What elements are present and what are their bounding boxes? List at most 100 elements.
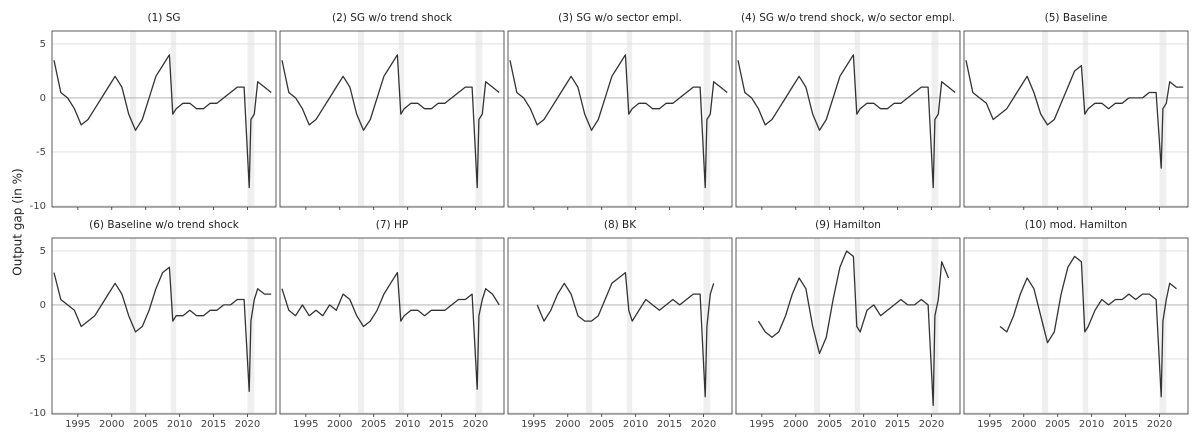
series-line	[281, 271, 500, 390]
x-tick-label: 1995	[977, 419, 1002, 430]
shaded-period	[814, 238, 821, 414]
panel-frame	[279, 30, 505, 208]
panel-frame	[51, 237, 277, 415]
panel: (2) SG w/o trend shock	[279, 12, 505, 210]
panel-frame	[963, 237, 1189, 415]
shaded-period	[358, 31, 365, 207]
panel: (9) Hamilton 1995 2000 2005 2010 2015 2020	[735, 219, 961, 430]
shaded-period	[358, 238, 365, 414]
series-line	[509, 54, 728, 189]
x-tick-label: 1995	[749, 419, 774, 430]
y-tick-label: 5	[40, 246, 46, 257]
panel-title: (5) Baseline	[1045, 12, 1108, 24]
panel-title: (7) HP	[376, 219, 408, 231]
y-tick-label: -10	[30, 201, 46, 212]
x-tick-label: 2015	[885, 419, 910, 430]
shaded-period	[586, 238, 593, 414]
x-tick-label: 2005	[361, 419, 386, 430]
x-tick-label: 2015	[201, 419, 226, 430]
x-tick-label: 2010	[167, 419, 192, 430]
shaded-period	[398, 238, 405, 414]
panel-frame	[963, 30, 1189, 208]
plot-area	[53, 54, 272, 189]
x-tick-label: 1995	[65, 419, 90, 430]
series-line	[53, 266, 272, 392]
x-tick-label: 1995	[521, 419, 546, 430]
y-tick-label: -5	[36, 147, 46, 158]
x-tick-label: 2000	[783, 419, 808, 430]
plot-area	[536, 271, 715, 398]
x-tick-label: 1995	[293, 419, 318, 430]
panel: (3) SG w/o sector empl.	[507, 12, 733, 210]
panel: (6) Baseline w/o trend shock -10 -5 0 5 1995 2…	[30, 219, 277, 430]
x-tick-label: 2000	[327, 419, 352, 430]
plot-area	[281, 54, 500, 189]
panel-frame	[735, 237, 961, 415]
plot-area	[53, 266, 272, 392]
panel: (5) Baseline	[963, 12, 1189, 210]
plot-area	[281, 271, 500, 390]
panel-title: (2) SG w/o trend shock	[332, 12, 453, 24]
series-line	[281, 54, 500, 189]
shaded-period	[1082, 238, 1089, 414]
plot-area	[999, 255, 1177, 398]
x-tick-label: 2005	[133, 419, 158, 430]
panel: (10) mod. Hamilton 1995 2000 2005 2010 2015 20…	[963, 219, 1189, 430]
shaded-period	[398, 31, 405, 207]
panel-title: (6) Baseline w/o trend shock	[89, 219, 240, 231]
panel-title: (9) Hamilton	[815, 219, 881, 231]
x-tick-label: 2010	[623, 419, 648, 430]
y-axis-label: Output gap (in %)	[11, 168, 25, 275]
y-tick-label: 0	[40, 300, 46, 311]
shaded-period	[814, 31, 821, 207]
plot-area	[965, 60, 1184, 169]
x-tick-label: 2015	[657, 419, 682, 430]
shaded-period	[1082, 31, 1089, 207]
panel-title: (4) SG w/o trend shock, w/o sector empl.	[741, 12, 955, 24]
panel-frame	[51, 30, 277, 208]
shaded-period	[170, 238, 177, 414]
plot-area	[757, 250, 950, 407]
panel-title: (3) SG w/o sector empl.	[558, 12, 682, 24]
series-line	[536, 271, 715, 398]
x-tick-label: 2020	[919, 419, 944, 430]
panel: (4) SG w/o trend shock, w/o sector empl.	[735, 12, 961, 210]
x-tick-label: 2020	[235, 419, 260, 430]
x-tick-label: 2020	[463, 419, 488, 430]
x-tick-label: 2000	[99, 419, 124, 430]
panel-frame	[507, 237, 733, 415]
x-tick-label: 2015	[1113, 419, 1138, 430]
panel-frame	[279, 237, 505, 415]
series-line	[757, 250, 950, 407]
panel-title: (1) SG	[147, 12, 180, 24]
shaded-period	[170, 31, 177, 207]
x-tick-label: 2005	[1045, 419, 1070, 430]
shaded-period	[854, 31, 861, 207]
shaded-period	[1042, 31, 1049, 207]
series-line	[999, 255, 1177, 398]
series-line	[965, 60, 1184, 169]
shaded-period	[854, 238, 861, 414]
x-tick-label: 2000	[1011, 419, 1036, 430]
shaded-period	[1042, 238, 1049, 414]
y-tick-label: -5	[36, 354, 46, 365]
x-tick-label: 2010	[395, 419, 420, 430]
x-tick-label: 2000	[555, 419, 580, 430]
x-tick-label: 2005	[817, 419, 842, 430]
x-tick-label: 2010	[1079, 419, 1104, 430]
shaded-period	[626, 238, 633, 414]
panel: (8) BK 1995 2000 2005 2010 2015 2020	[507, 219, 733, 430]
x-tick-label: 2020	[1147, 419, 1172, 430]
x-tick-label: 2020	[691, 419, 716, 430]
shaded-period	[130, 31, 137, 207]
x-tick-label: 2005	[589, 419, 614, 430]
panel: (1) SG -10 -5 0 5	[30, 12, 277, 212]
plot-area	[737, 54, 956, 189]
x-tick-label: 2010	[851, 419, 876, 430]
shaded-period	[626, 31, 633, 207]
y-tick-label: 0	[40, 93, 46, 104]
plot-area	[509, 54, 728, 189]
series-line	[53, 54, 272, 189]
